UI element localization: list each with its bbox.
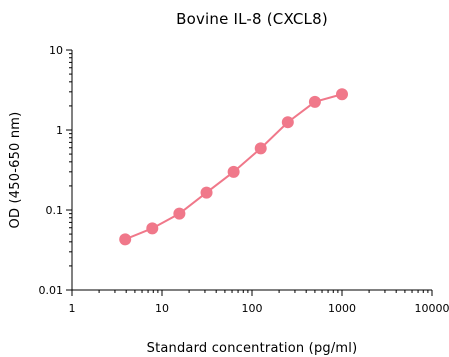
x-tick-label: 10 <box>155 302 169 315</box>
data-point <box>173 207 186 220</box>
data-point <box>336 88 348 101</box>
axes: 1 10 100 1000 10000 0.01 0.1 1 10 <box>39 44 449 315</box>
data-point <box>308 95 321 108</box>
x-tick-label: 10000 <box>415 302 449 315</box>
data-point <box>227 165 240 178</box>
x-tick-label: 1 <box>69 302 76 315</box>
y-tick-label: 10 <box>49 44 63 57</box>
series-layer <box>119 88 348 246</box>
x-axis-label: Standard concentration (pg/ml) <box>147 341 358 356</box>
y-tick-label: 0.01 <box>39 284 64 297</box>
y-tick-label: 1 <box>56 124 63 137</box>
data-point <box>146 222 159 235</box>
data-point <box>200 186 213 199</box>
data-point <box>281 116 294 129</box>
chart-title: Bovine IL-8 (CXCL8) <box>176 10 328 28</box>
data-point <box>119 233 132 246</box>
data-point <box>254 142 267 155</box>
x-tick-label: 100 <box>242 302 263 315</box>
y-tick-label: 0.1 <box>46 204 64 217</box>
x-tick-label: 1000 <box>328 302 356 315</box>
y-axis-label: OD (450-650 nm) <box>8 112 23 229</box>
